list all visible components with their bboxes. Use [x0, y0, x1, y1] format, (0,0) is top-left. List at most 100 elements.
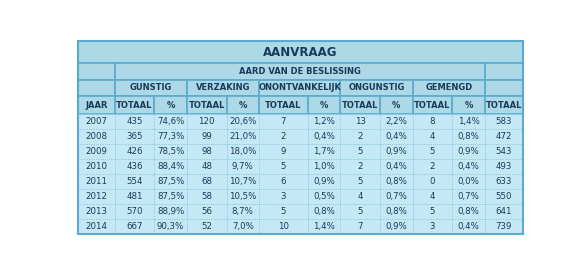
Text: 4: 4 — [430, 192, 435, 201]
Bar — [259, 129, 308, 144]
Bar — [380, 204, 413, 219]
Text: 493: 493 — [496, 162, 512, 171]
Bar — [340, 189, 380, 204]
Text: 1,4%: 1,4% — [458, 117, 479, 126]
Text: 2013: 2013 — [85, 207, 107, 216]
Text: 9,7%: 9,7% — [232, 162, 254, 171]
Bar — [187, 219, 227, 234]
Bar — [413, 79, 485, 96]
Text: 0,8%: 0,8% — [386, 177, 407, 186]
Bar — [115, 79, 187, 96]
Text: 2011: 2011 — [85, 177, 107, 186]
Text: AARD VAN DE BESLISSING: AARD VAN DE BESLISSING — [239, 67, 361, 76]
Text: 0,8%: 0,8% — [314, 207, 335, 216]
Bar — [380, 189, 413, 204]
Text: 87,5%: 87,5% — [157, 177, 184, 186]
Bar — [115, 174, 154, 189]
Bar — [340, 144, 380, 159]
Bar — [452, 114, 485, 129]
Bar — [78, 174, 115, 189]
Text: 21,0%: 21,0% — [229, 132, 257, 141]
Bar — [187, 204, 227, 219]
Bar — [78, 63, 115, 79]
Bar — [308, 129, 340, 144]
Text: 87,5%: 87,5% — [157, 192, 184, 201]
Text: ONONTVANKELIJK: ONONTVANKELIJK — [258, 83, 341, 92]
Text: 48: 48 — [201, 162, 212, 171]
Text: 10,7%: 10,7% — [229, 177, 257, 186]
Text: TOTAAL: TOTAAL — [117, 101, 153, 110]
Bar — [340, 96, 380, 114]
Text: TOTAAL: TOTAAL — [265, 101, 302, 110]
Bar — [259, 159, 308, 174]
Bar — [259, 189, 308, 204]
Text: 58: 58 — [201, 192, 212, 201]
Bar — [78, 144, 115, 159]
Text: 1,2%: 1,2% — [314, 117, 335, 126]
Bar — [380, 96, 413, 114]
Bar — [340, 159, 380, 174]
Bar — [154, 129, 187, 144]
Text: 78,5%: 78,5% — [157, 147, 184, 156]
Text: 583: 583 — [496, 117, 512, 126]
Bar — [380, 219, 413, 234]
Bar — [485, 79, 523, 96]
Bar — [413, 114, 452, 129]
Bar — [259, 79, 340, 96]
Text: 74,6%: 74,6% — [157, 117, 184, 126]
Bar — [413, 174, 452, 189]
Text: 0,9%: 0,9% — [386, 147, 407, 156]
Text: 633: 633 — [496, 177, 512, 186]
Text: 2010: 2010 — [85, 162, 107, 171]
Text: TOTAAL: TOTAAL — [342, 101, 379, 110]
Bar — [154, 219, 187, 234]
Text: TOTAAL: TOTAAL — [414, 101, 451, 110]
Bar — [452, 174, 485, 189]
Bar — [485, 159, 523, 174]
Text: 5: 5 — [430, 207, 435, 216]
Text: 6: 6 — [281, 177, 286, 186]
Bar — [413, 189, 452, 204]
Bar — [227, 189, 259, 204]
Text: 5: 5 — [357, 207, 363, 216]
Text: 365: 365 — [126, 132, 143, 141]
Text: 0,4%: 0,4% — [314, 132, 335, 141]
Text: ONGUNSTIG: ONGUNSTIG — [349, 83, 405, 92]
Bar — [485, 189, 523, 204]
Text: 2012: 2012 — [85, 192, 107, 201]
Text: 739: 739 — [496, 222, 512, 231]
Text: 554: 554 — [126, 177, 143, 186]
Bar — [452, 219, 485, 234]
Bar — [115, 114, 154, 129]
Bar — [259, 174, 308, 189]
Text: 4: 4 — [430, 132, 435, 141]
Bar — [485, 144, 523, 159]
Text: 10: 10 — [278, 222, 289, 231]
Bar — [115, 96, 154, 114]
Bar — [78, 189, 115, 204]
Text: 52: 52 — [201, 222, 212, 231]
Bar — [308, 159, 340, 174]
Text: 1,0%: 1,0% — [314, 162, 335, 171]
Bar — [154, 189, 187, 204]
Bar — [227, 159, 259, 174]
Text: 8: 8 — [430, 117, 435, 126]
Text: 472: 472 — [496, 132, 512, 141]
Text: 0,9%: 0,9% — [314, 177, 335, 186]
Bar — [413, 159, 452, 174]
Bar — [78, 159, 115, 174]
Bar — [115, 204, 154, 219]
Bar — [154, 114, 187, 129]
Bar — [154, 174, 187, 189]
Bar — [115, 159, 154, 174]
Bar — [227, 174, 259, 189]
Text: 0,8%: 0,8% — [458, 207, 479, 216]
Text: 0,7%: 0,7% — [386, 192, 407, 201]
Bar — [340, 129, 380, 144]
Text: 0,7%: 0,7% — [458, 192, 479, 201]
Bar — [187, 96, 227, 114]
Bar — [380, 144, 413, 159]
Bar — [187, 114, 227, 129]
Text: 7: 7 — [281, 117, 286, 126]
Bar — [452, 96, 485, 114]
